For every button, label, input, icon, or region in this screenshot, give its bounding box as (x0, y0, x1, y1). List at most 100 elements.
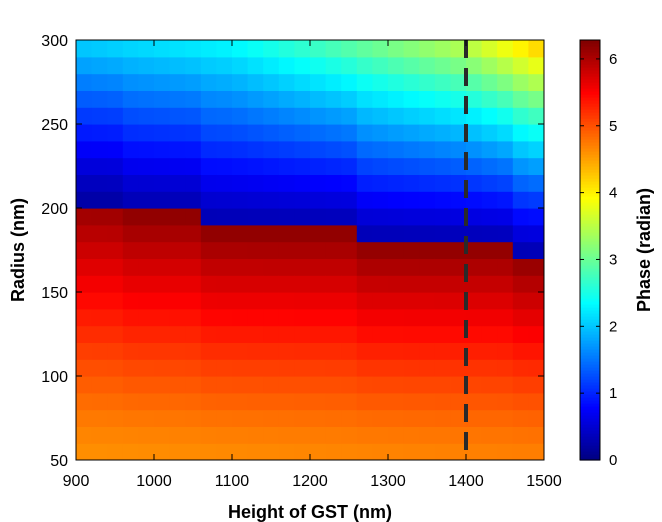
colorbar-band (580, 205, 600, 209)
heatmap-cell (419, 174, 436, 192)
heatmap-cell (450, 40, 467, 58)
heatmap-cell (247, 258, 264, 276)
heatmap-cell (138, 90, 155, 108)
heatmap-cell (247, 157, 264, 175)
heatmap-cell (138, 224, 155, 243)
heatmap-cell (497, 376, 514, 394)
y-tick-label: 50 (50, 453, 68, 470)
colorbar-band (580, 220, 600, 224)
heatmap-cell (528, 275, 544, 293)
heatmap-cell (388, 426, 405, 444)
heatmap-cell (76, 325, 93, 343)
colorbar-band (580, 211, 600, 215)
colorbar-band (580, 412, 600, 416)
x-tick-label: 1100 (215, 473, 250, 490)
colorbar-band (580, 448, 600, 452)
x-tick-label: 1200 (292, 473, 328, 490)
heatmap-cell (403, 73, 420, 91)
heatmap-cell (107, 443, 124, 460)
colorbar-band (580, 145, 600, 149)
colorbar-band (580, 163, 600, 167)
heatmap-cell (232, 308, 249, 327)
heatmap-cell (278, 443, 295, 460)
colorbar-band (580, 301, 600, 305)
heatmap-cell (388, 157, 405, 175)
heatmap-cell (403, 409, 420, 427)
heatmap-cell (497, 308, 514, 327)
heatmap-cell (107, 174, 124, 192)
heatmap-cell (294, 73, 311, 91)
heatmap-cell (403, 342, 420, 360)
heatmap-cell (232, 208, 249, 226)
heatmap-cell (91, 359, 108, 377)
heatmap-cell (528, 107, 544, 125)
heatmap-cell (325, 157, 342, 175)
heatmap-cell (497, 426, 514, 444)
heatmap-cell (169, 191, 186, 209)
heatmap-cell (512, 40, 529, 58)
heatmap-cell (512, 124, 529, 142)
heatmap-cell (107, 90, 124, 108)
heatmap-cell (278, 90, 295, 108)
heatmap-cell (216, 157, 233, 175)
heatmap-cell (403, 191, 420, 209)
heatmap-cell (169, 409, 186, 427)
colorbar-band (580, 160, 600, 164)
colorbar-band (580, 385, 600, 389)
heatmap-cell (263, 342, 280, 360)
heatmap-cell (388, 258, 405, 276)
heatmap-cell (232, 90, 249, 108)
heatmap-cell (107, 208, 124, 226)
heatmap-cell (232, 359, 249, 377)
heatmap-cell (216, 342, 233, 360)
x-axis: 900 1000 1100 1200 1300 1400 1500 (63, 40, 562, 490)
colorbar-band (580, 94, 600, 98)
colorbar-band (580, 127, 600, 131)
colorbar-band (580, 256, 600, 260)
colorbar-band (580, 367, 600, 371)
heatmap-cell (216, 73, 233, 91)
colorbar-band (580, 370, 600, 374)
heatmap-cell (107, 241, 124, 259)
heatmap-cell (341, 56, 358, 75)
heatmap-cell (200, 40, 217, 58)
heatmap-cell (294, 56, 311, 75)
heatmap-cell (497, 40, 514, 58)
heatmap-cell (481, 73, 498, 91)
heatmap-cell (325, 241, 342, 259)
heatmap-cell (200, 292, 217, 310)
heatmap-cell (107, 275, 124, 293)
colorbar-band (580, 391, 600, 395)
heatmap-cell (450, 140, 467, 159)
colorbar-band (580, 91, 600, 95)
heatmap-cell (76, 56, 93, 75)
heatmap-cell (278, 224, 295, 243)
heatmap-cell (481, 191, 498, 209)
heatmap-cell (512, 241, 529, 259)
heatmap-cell (154, 40, 171, 58)
heatmap-cell (294, 325, 311, 343)
heatmap-cell (466, 90, 483, 108)
heatmap-cell (185, 107, 202, 125)
heatmap-cell (419, 90, 436, 108)
heatmap-cell (403, 275, 420, 293)
heatmap-cell (434, 308, 451, 327)
heatmap-cell (76, 140, 93, 159)
heatmap-cell (310, 157, 327, 175)
heatmap-cell (356, 73, 373, 91)
heatmap-cell (122, 208, 139, 226)
heatmap-cell (107, 342, 124, 360)
heatmap-cell (76, 224, 93, 243)
heatmap-cell (466, 56, 483, 75)
heatmap-cell (512, 275, 529, 293)
heatmap-cell (232, 191, 249, 209)
heatmap-cell (372, 191, 389, 209)
heatmap-cell (200, 426, 217, 444)
heatmap-cell (278, 241, 295, 259)
heatmap-cell (481, 376, 498, 394)
colorbar-band (580, 208, 600, 212)
heatmap-cell (372, 376, 389, 394)
heatmap-cell (310, 258, 327, 276)
colorbar-band (580, 286, 600, 290)
heatmap-cell (528, 359, 544, 377)
